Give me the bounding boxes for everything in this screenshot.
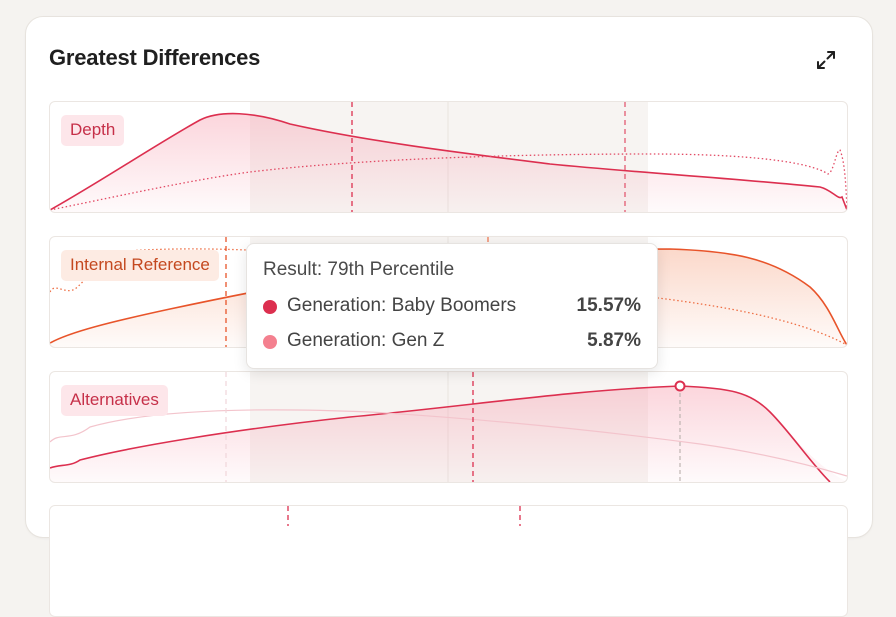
baby-boomers-area <box>50 113 847 212</box>
expand-button[interactable] <box>812 46 840 74</box>
expand-arrows-icon <box>817 51 835 69</box>
panel-label-chip: Alternatives <box>61 385 168 416</box>
tooltip-row-gen-z: Generation: Gen Z 5.87% <box>263 330 641 354</box>
depth-distribution-plot <box>50 102 847 212</box>
card-title: Greatest Differences <box>49 45 261 70</box>
series-dot-icon <box>263 300 277 314</box>
tooltip-title: Result: 79th Percentile <box>263 259 455 280</box>
panel-label-chip: Internal Reference <box>61 250 219 281</box>
alternatives-distribution-plot <box>50 372 847 482</box>
gen-z-line <box>50 409 847 477</box>
gen-z-line <box>50 248 847 346</box>
baby-boomers-line <box>50 112 847 211</box>
tooltip-row-value: 5.87% <box>587 330 641 351</box>
tooltip-row-label: Generation: Gen Z <box>287 330 445 351</box>
tooltip-row-baby-boomers: Generation: Baby Boomers 15.57% <box>263 295 641 319</box>
next-distribution-plot <box>287 506 521 526</box>
tooltip-row-label: Generation: Baby Boomers <box>287 295 517 316</box>
baby-boomers-area <box>50 386 847 482</box>
baby-boomers-line <box>50 385 831 482</box>
distribution-panel-depth[interactable]: Depth <box>49 101 848 213</box>
panel-label-chip: Depth <box>61 115 125 146</box>
series-dot-icon <box>263 335 277 349</box>
distribution-panel-alternatives[interactable]: Alternatives <box>49 371 848 483</box>
hover-point-marker[interactable] <box>674 380 686 392</box>
hover-tooltip: Result: 79th Percentile Generation: Baby… <box>246 243 658 369</box>
tooltip-row-value: 15.57% <box>576 295 641 316</box>
gen-z-line <box>50 149 847 211</box>
distribution-panel-next[interactable] <box>49 505 848 617</box>
